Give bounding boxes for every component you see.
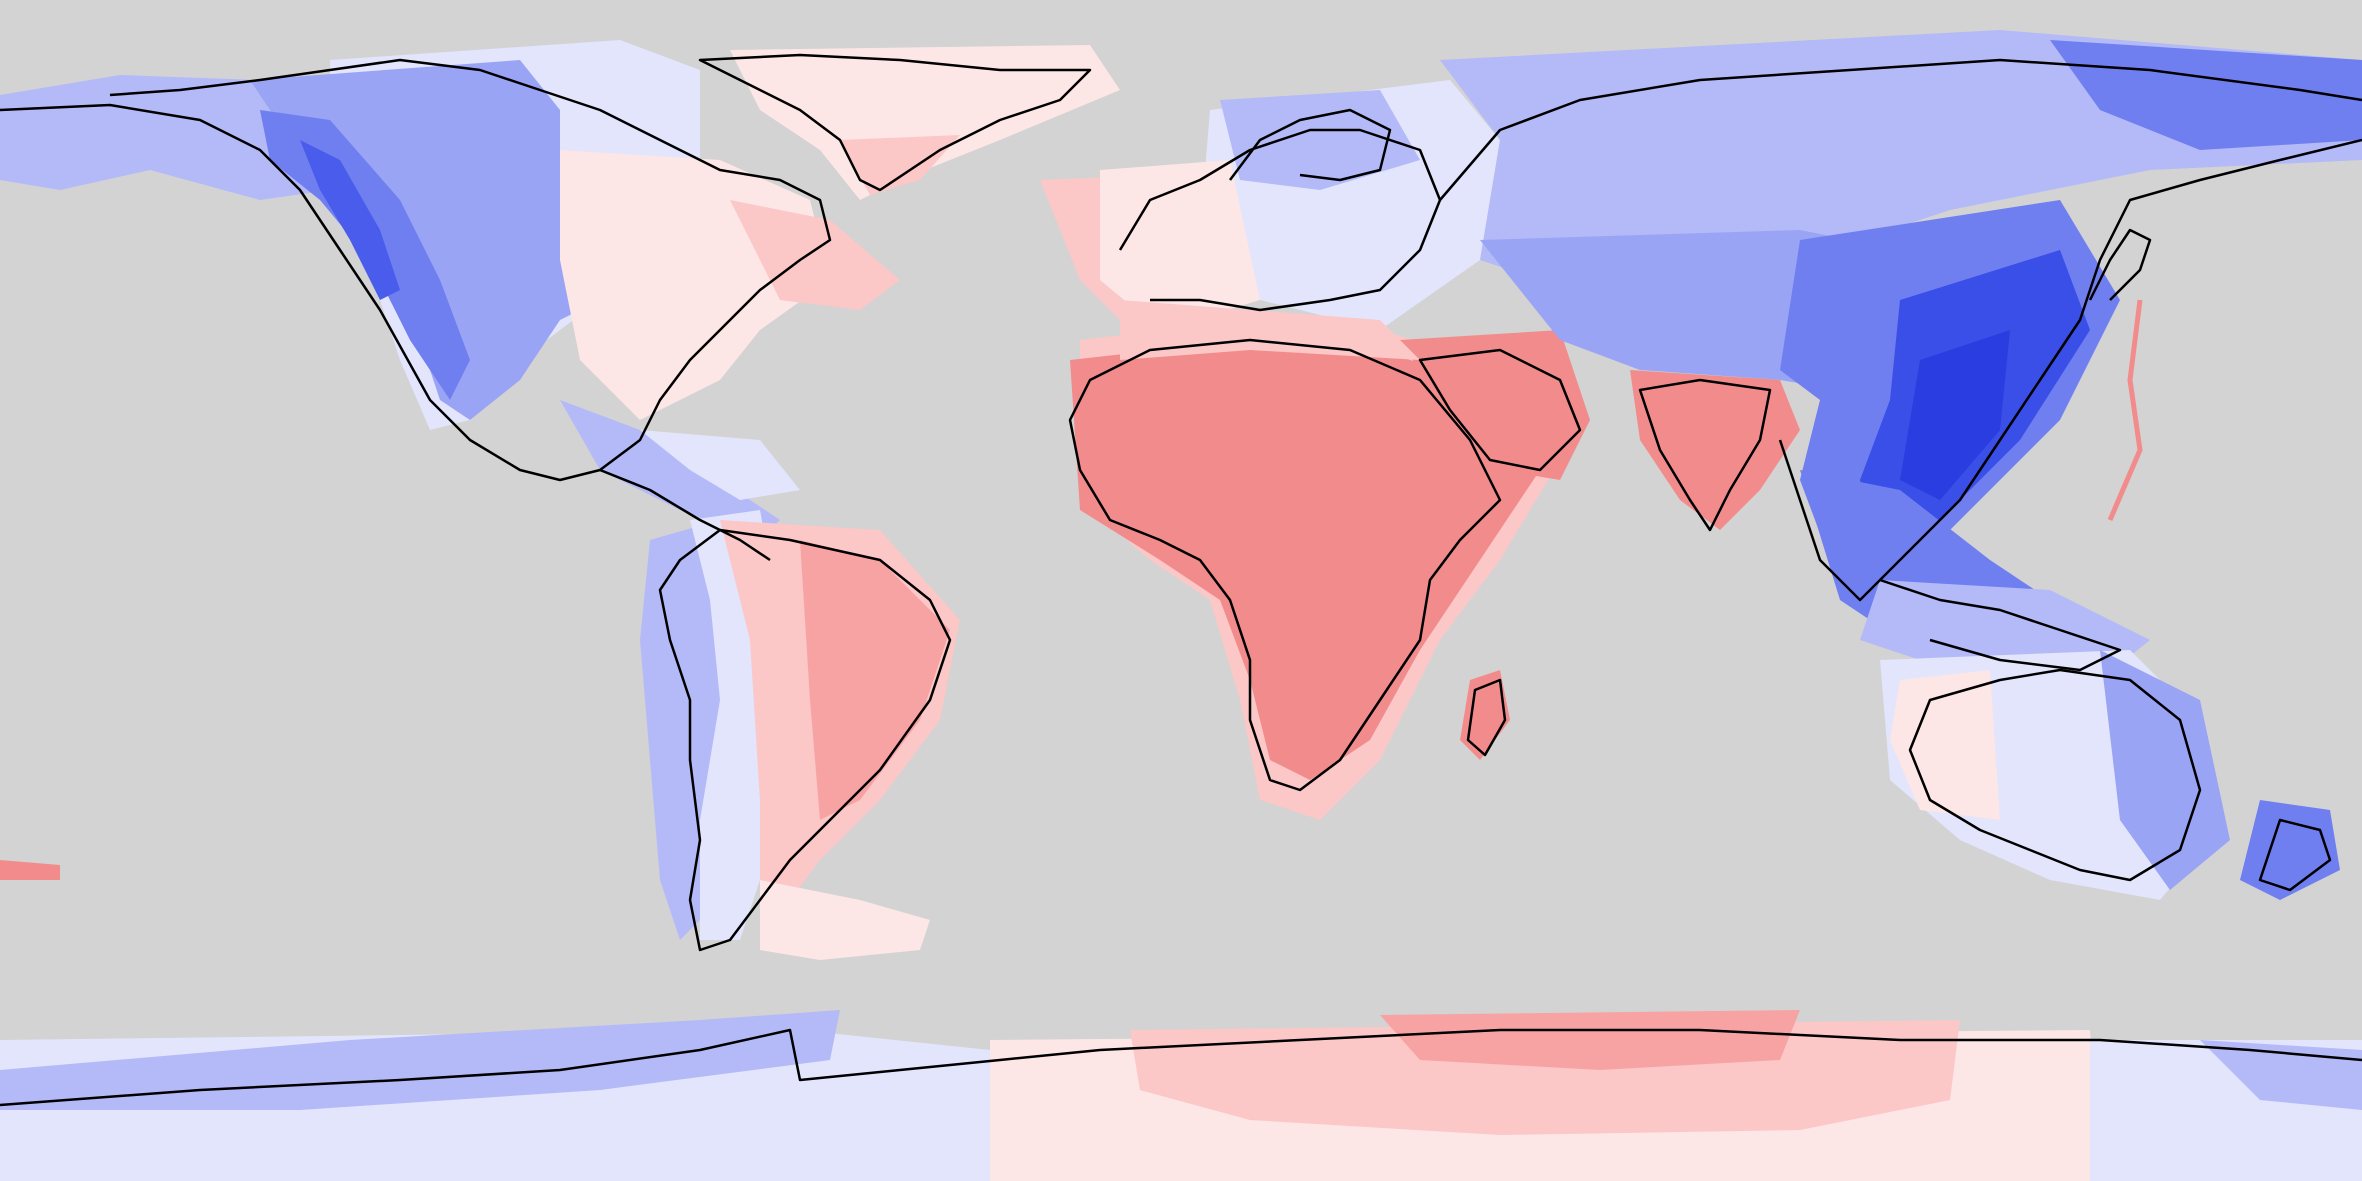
coastline-japan — [2088, 228, 2152, 301]
australia-west-pink — [1890, 670, 2000, 820]
coastline-southeast-asia — [1879, 578, 2122, 672]
kuril-trench-streak — [2107, 299, 2143, 521]
africa-core — [1070, 340, 1540, 780]
greenland-south-red — [840, 135, 960, 195]
greenland-field — [730, 45, 1120, 200]
coastline-antarctica — [0, 1028, 2362, 1107]
coastlines — [0, 53, 2362, 1107]
coastline-north-america — [0, 58, 832, 482]
coastline-central-america — [599, 468, 771, 562]
coastline-greenland — [698, 53, 1092, 192]
india-red — [1630, 370, 1800, 530]
na-east-red — [730, 200, 900, 310]
europe-west-pink — [1100, 160, 1260, 330]
coastline-south-america — [658, 528, 952, 952]
south-america-field — [640, 510, 960, 960]
central-america-blue — [560, 400, 780, 540]
sa-brazil-red — [800, 540, 950, 820]
antarctica-field — [0, 1010, 2362, 1181]
caribbean-pale — [640, 430, 800, 500]
coastline-asia — [1439, 58, 2362, 602]
rockies-core — [300, 140, 400, 300]
china-core — [1900, 330, 2010, 500]
antarctica-east-core — [1380, 1010, 1800, 1070]
coastline-madagascar — [1466, 678, 1507, 757]
madagascar-red — [1460, 670, 1510, 760]
australia-field — [1880, 650, 2340, 900]
australia-east-blue — [2100, 650, 2230, 890]
greenland-shade — [730, 45, 1120, 200]
coastline-europe — [1118, 128, 1442, 312]
scandinavia-blue — [1220, 90, 1420, 190]
coastline-new-zealand — [2258, 818, 2332, 892]
coastline-arabia — [1418, 348, 1582, 472]
arabia-red — [1400, 330, 1590, 480]
rockies-blue — [260, 110, 470, 400]
north-america-field — [0, 40, 900, 540]
coastline-scandinavia — [1229, 108, 1392, 182]
new-zealand-blue — [2240, 800, 2340, 900]
coastline-india — [1638, 378, 1772, 532]
south-pacific-streak — [0, 860, 60, 880]
coastline-africa — [1068, 338, 1502, 792]
coastline-australia — [1908, 668, 2202, 882]
africa-field — [1070, 300, 1800, 820]
antarctica-west-blue — [0, 1010, 840, 1110]
sa-south-pale — [760, 880, 930, 960]
